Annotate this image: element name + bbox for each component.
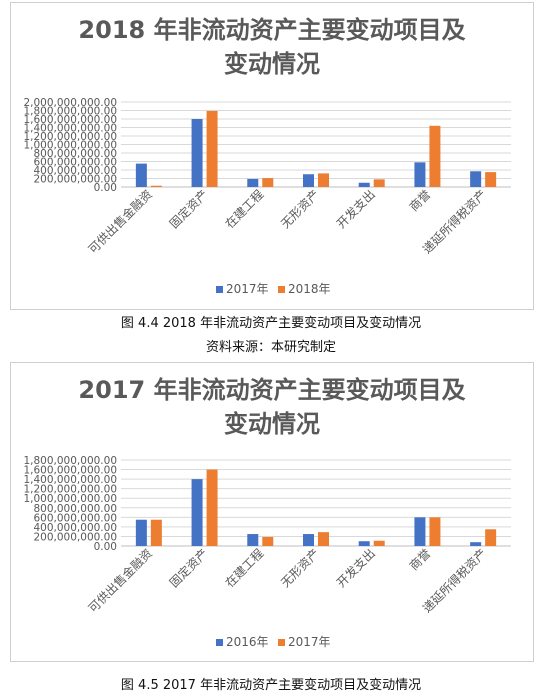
legend-swatch-1 xyxy=(216,286,223,293)
chart-plot-2018: 0.00200,000,000.00400,000,000.00600,000,… xyxy=(23,97,511,296)
bar-2 xyxy=(206,469,218,546)
y-tick-label: 1,400,000,000.00 xyxy=(23,474,117,486)
y-tick-label: 400,000,000.00 xyxy=(34,522,118,534)
y-tick-label: 2,000,000,000.00 xyxy=(23,97,117,109)
category-label: 商誉 xyxy=(406,546,434,574)
y-tick-label: 600,000,000.00 xyxy=(34,157,118,169)
y-tick-label: 1,800,000,000.00 xyxy=(23,455,117,467)
y-tick-label: 200,000,000.00 xyxy=(34,174,118,186)
y-tick-label: 1,800,000,000.00 xyxy=(23,106,117,118)
bar-1 xyxy=(191,479,203,546)
bar-2 xyxy=(429,125,441,187)
y-tick-label: 800,000,000.00 xyxy=(34,148,118,160)
legend-label: 2016年 xyxy=(226,635,269,649)
category-label: 可供出售金融资 xyxy=(85,546,155,616)
y-tick-label: 800,000,000.00 xyxy=(34,503,118,515)
chart-title-line2: 变动情况 xyxy=(224,410,320,438)
chart-plot-2017: 0.00200,000,000.00400,000,000.00600,000,… xyxy=(23,455,511,649)
bar-1 xyxy=(303,534,314,546)
bar-2 xyxy=(373,540,385,546)
bar-1 xyxy=(191,119,203,187)
chart-title-line1: 2018 年非流动资产主要变动项目及 xyxy=(78,16,466,44)
y-tick-label: 1,600,000,000.00 xyxy=(23,465,117,477)
bar-2 xyxy=(373,179,385,187)
category-label: 在建工程 xyxy=(222,546,267,591)
legend-label: 2017年 xyxy=(226,282,269,296)
category-label: 在建工程 xyxy=(222,187,267,232)
bar-2 xyxy=(150,519,162,546)
bar-2 xyxy=(262,536,274,546)
category-label: 固定资产 xyxy=(166,187,211,232)
legend-swatch-2 xyxy=(278,286,285,293)
category-label: 开发支出 xyxy=(333,546,378,591)
chart-title: 2018 年非流动资产主要变动项目及 变动情况 xyxy=(11,13,533,81)
category-label: 无形资产 xyxy=(278,187,322,231)
bar-1 xyxy=(470,171,482,187)
bar-1 xyxy=(358,541,370,546)
legend-swatch-1 xyxy=(216,639,223,646)
figure-caption-4-4: 图 4.4 2018 年非流动资产主要变动项目及变动情况 xyxy=(120,316,422,331)
chart-title-line2: 变动情况 xyxy=(224,50,320,78)
bar-2 xyxy=(485,172,497,187)
category-label: 开发支出 xyxy=(333,187,378,232)
bar-1 xyxy=(135,163,147,187)
y-tick-label: 1,600,000,000.00 xyxy=(23,114,117,126)
category-label: 无形资产 xyxy=(278,546,322,590)
bar-2 xyxy=(318,173,329,187)
category-label: 商誉 xyxy=(406,187,434,215)
chart-2017: 2017 年非流动资产主要变动项目及 变动情况 0.00 200,000,000.… xyxy=(10,362,534,662)
y-tick-label: 1,000,000,000.00 xyxy=(23,493,117,505)
y-tick-label: 0.00 xyxy=(94,541,117,553)
y-tick-label: 200,000,000.00 xyxy=(34,531,118,543)
figure-caption-4-5: 图 4.5 2017 年非流动资产主要变动项目及变动情况 xyxy=(120,678,422,693)
legend-label: 2017年 xyxy=(288,635,331,649)
y-tick-label: 600,000,000.00 xyxy=(34,512,118,524)
bar-2 xyxy=(318,532,329,546)
chart-2018: 2018 年非流动资产主要变动项目及 变动情况 0.00 200,000,000.… xyxy=(10,2,534,310)
legend-swatch-2 xyxy=(278,639,285,646)
bar-1 xyxy=(135,519,147,546)
bar-2 xyxy=(150,185,162,187)
bar-1 xyxy=(247,178,259,187)
bar-1 xyxy=(470,542,482,546)
category-label: 固定资产 xyxy=(166,546,211,591)
bar-1 xyxy=(358,182,370,187)
y-tick-label: 1,200,000,000.00 xyxy=(23,484,117,496)
bar-2 xyxy=(429,517,441,546)
legend-label: 2018年 xyxy=(288,282,331,296)
bar-2 xyxy=(262,178,274,187)
source-note: 资料来源：本研究制定 xyxy=(205,340,336,355)
y-tick-label: 400,000,000.00 xyxy=(34,165,118,177)
bar-1 xyxy=(414,517,426,546)
y-tick-label: 0.00 xyxy=(94,182,117,194)
y-tick-label: 1,200,000,000.00 xyxy=(23,131,117,143)
y-tick-label: 1,000,000,000.00 xyxy=(23,140,117,152)
category-label: 可供出售金融资 xyxy=(85,187,155,257)
bar-1 xyxy=(303,174,314,187)
chart-title: 2017 年非流动资产主要变动项目及 变动情况 xyxy=(11,373,533,441)
bar-2 xyxy=(485,529,497,546)
chart-title-line1: 2017 年非流动资产主要变动项目及 xyxy=(78,376,466,404)
bar-2 xyxy=(206,110,218,187)
bar-1 xyxy=(247,534,259,546)
bar-1 xyxy=(414,162,426,187)
y-tick-label: 1,400,000,000.00 xyxy=(23,123,117,135)
